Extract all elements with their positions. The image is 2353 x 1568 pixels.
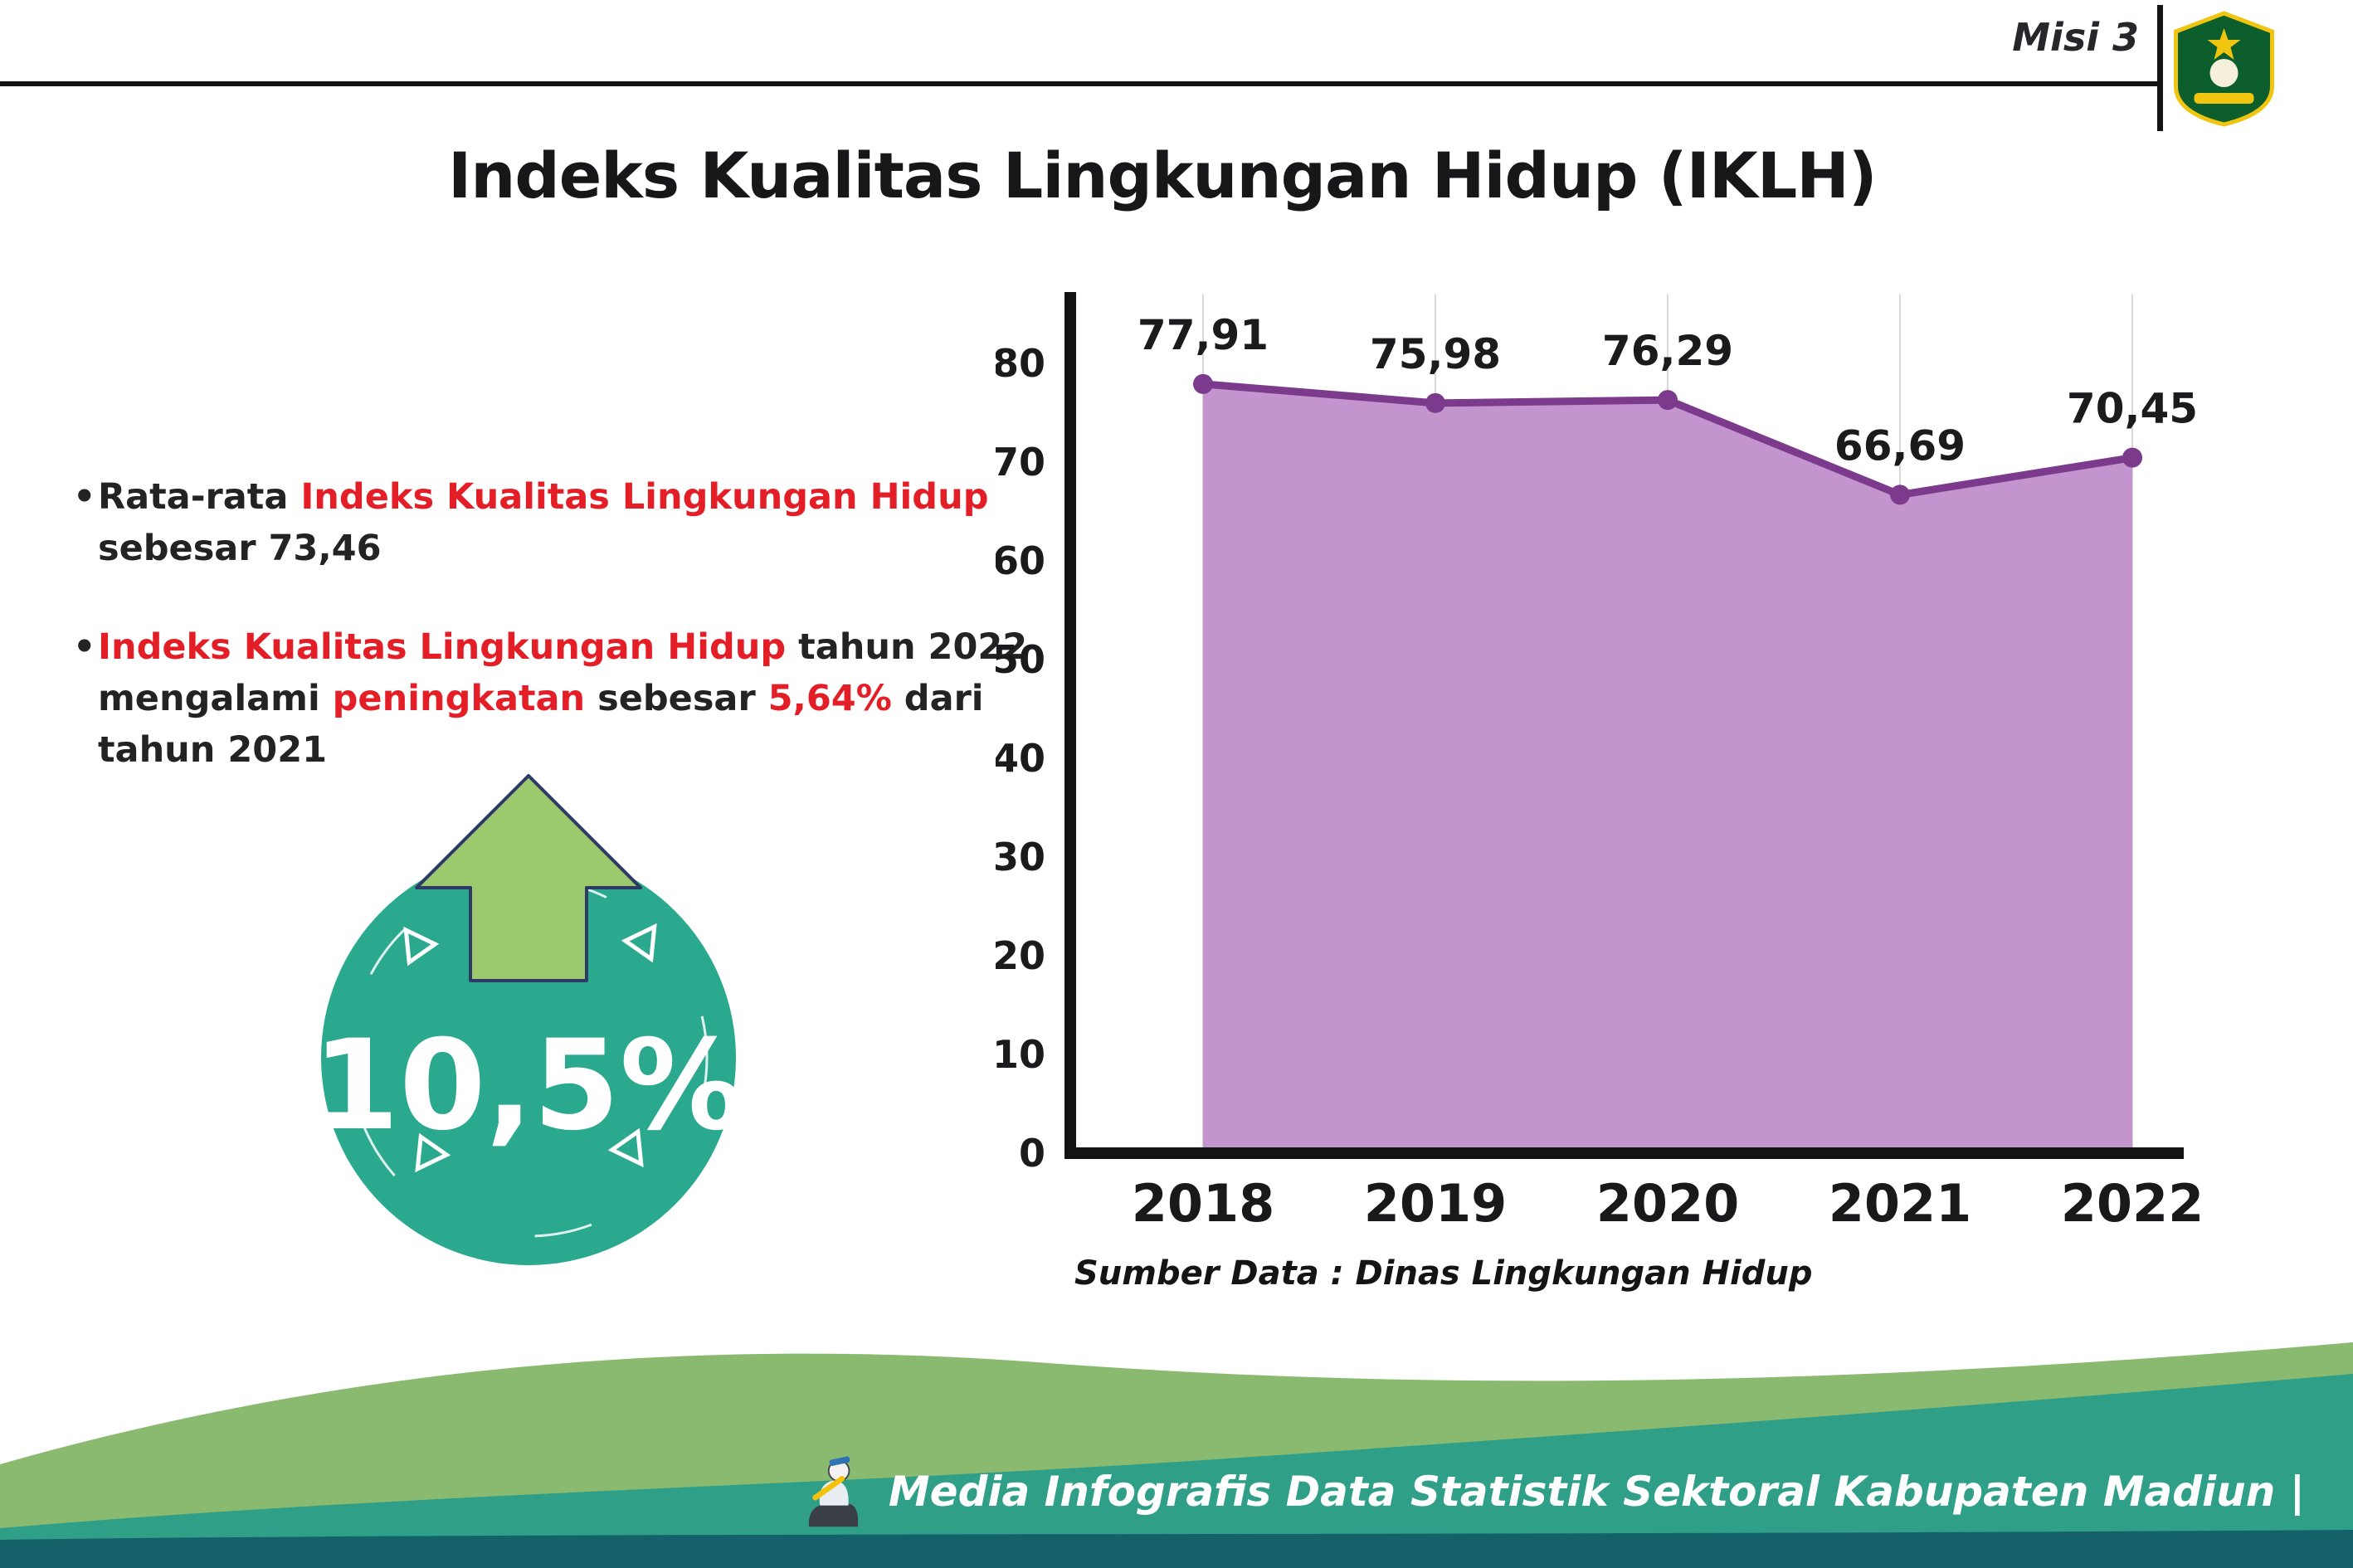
y-tick-label: 70: [996, 440, 1045, 485]
increase-badge-value: 10,5%: [313, 1014, 744, 1158]
x-category-label: 2018: [1132, 1173, 1275, 1234]
chart-point: [1890, 485, 1910, 505]
y-tick-label: 20: [996, 933, 1045, 978]
y-tick-label: 30: [996, 835, 1045, 879]
infographic-mascot-icon: [808, 1456, 859, 1527]
chart-value-label: 70,45: [2067, 385, 2198, 433]
misi-label: Misi 3: [2012, 15, 2139, 60]
logo-frame-bar: [2157, 5, 2163, 131]
wave-dark-strip: [0, 1530, 2353, 1568]
page-title: Indeks Kualitas Lingkungan Hidup (IKLH): [447, 138, 1878, 212]
chart-value-label: 76,29: [1602, 327, 1733, 375]
mascot-body-base: [808, 1503, 859, 1527]
x-category-label: 2019: [1364, 1173, 1508, 1234]
y-tick-label: 40: [996, 736, 1045, 781]
crest-star-icon: [2207, 28, 2241, 60]
footer-text: Media Infografis Data Statistik Sektoral…: [888, 1467, 2305, 1516]
kabupaten-madiun-crest-icon: [2174, 11, 2274, 127]
bullet-item: • Indeks Kualitas Lingkungan Hidup tahun …: [73, 621, 1035, 777]
crest-ribbon: [2194, 93, 2254, 104]
header-rule: [0, 81, 2157, 86]
bullet-dot: •: [73, 626, 96, 668]
chart-area: [1203, 383, 2132, 1154]
y-tick-label: 80: [996, 341, 1045, 386]
chart-point: [1193, 373, 1213, 394]
bullet-item: • Rata-rata Indeks Kualitas Lingkungan Hi…: [73, 471, 1035, 575]
footer-waves: [0, 1342, 2353, 1568]
x-category-label: 2021: [1829, 1173, 1972, 1234]
wave-teal: [0, 1374, 2353, 1568]
y-tick-label: 10: [996, 1032, 1045, 1077]
y-tick-label: 0: [1019, 1131, 1045, 1176]
iklh-area-chart: 77,91 75,98 76,29 66,69 70,45 0 10 20 30 40 50 60 70…: [996, 292, 2204, 1234]
y-tick-label: 60: [996, 538, 1045, 583]
crest-emblem: [2209, 59, 2239, 87]
chart-source-note: Sumber Data : Dinas Lingkungan Hidup: [1074, 1254, 1813, 1293]
chart-value-label: 77,91: [1138, 311, 1269, 359]
badge-triangle-decorations: [403, 923, 657, 1173]
x-category-label: 2022: [2061, 1173, 2204, 1234]
bullet-list: • Rata-rata Indeks Kualitas Lingkungan Hi…: [73, 471, 1035, 823]
chart-value-label: 66,69: [1834, 421, 1966, 470]
increase-badge: 10,5%: [313, 774, 744, 1265]
mascot-cap: [829, 1456, 850, 1466]
footer-credit: Media Infografis Data Statistik Sektoral…: [793, 1452, 2305, 1531]
chart-point: [2122, 447, 2142, 468]
pencil-icon: [812, 1475, 845, 1501]
x-category-label: 2020: [1596, 1173, 1740, 1234]
bullet-dot: •: [73, 476, 96, 518]
chart-value-label: 75,98: [1370, 330, 1501, 378]
up-arrow-icon: [415, 774, 642, 982]
chart-point: [1425, 392, 1445, 413]
chart-point: [1658, 390, 1678, 411]
badge-ring: [348, 878, 709, 1238]
y-tick-label: 50: [996, 637, 1045, 682]
